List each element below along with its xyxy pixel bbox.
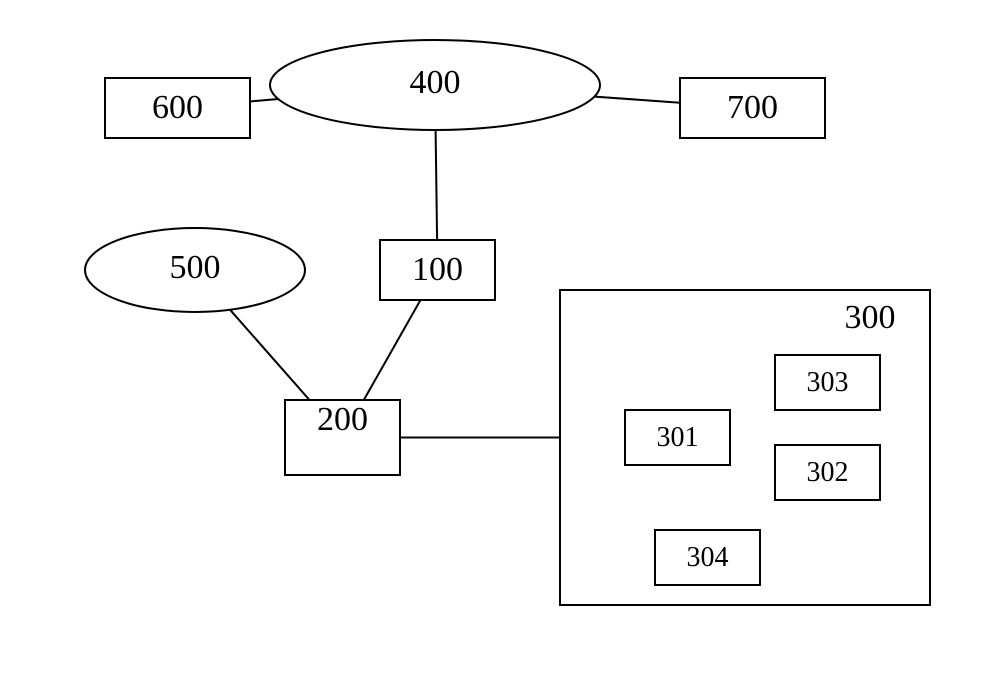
edge-n600-n400 xyxy=(250,99,278,102)
nodes-layer: 400 600 700 500 100 200 300 301 302 303 304 xyxy=(85,40,930,605)
node-label-n100: 100 xyxy=(412,251,463,288)
edge-n500-n200 xyxy=(230,310,309,400)
node-label-n301: 301 xyxy=(657,422,699,453)
node-label-n200: 200 xyxy=(317,401,368,438)
node-n304: 304 xyxy=(655,530,760,585)
node-label-n400: 400 xyxy=(410,64,461,101)
node-n100: 100 xyxy=(380,240,495,300)
node-label-n600: 600 xyxy=(152,89,203,126)
edge-n400-n100 xyxy=(436,130,438,240)
node-label-n303: 303 xyxy=(807,367,849,398)
node-label-n300box: 300 xyxy=(845,299,896,336)
node-n600: 600 xyxy=(105,78,250,138)
node-n303: 303 xyxy=(775,355,880,410)
node-label-n304: 304 xyxy=(687,542,729,573)
node-label-n500: 500 xyxy=(170,249,221,286)
edge-n100-n200 xyxy=(364,300,421,400)
node-label-n302: 302 xyxy=(807,457,849,488)
node-n301: 301 xyxy=(625,410,730,465)
node-n500: 500 xyxy=(85,228,305,312)
node-label-n700: 700 xyxy=(727,89,778,126)
node-n200: 200 xyxy=(285,400,400,475)
diagram-canvas: 400 600 700 500 100 200 300 301 302 303 304 xyxy=(0,0,1000,680)
node-n302: 302 xyxy=(775,445,880,500)
node-n700: 700 xyxy=(680,78,825,138)
node-n400: 400 xyxy=(270,40,600,130)
edge-n700-n400 xyxy=(595,97,681,103)
